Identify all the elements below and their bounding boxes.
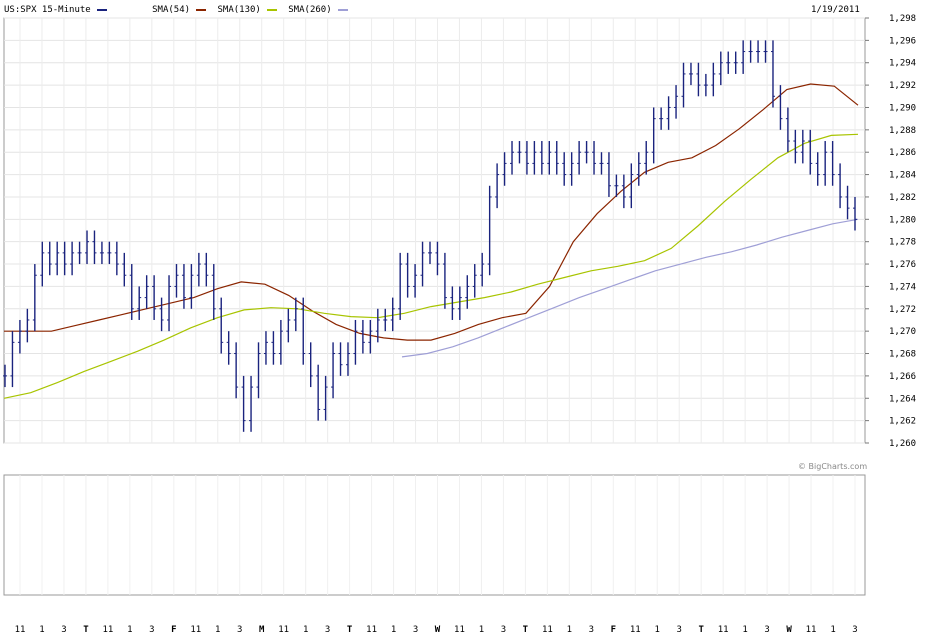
chart-header: US:SPX 15-Minute SMA(54) SMA(130) SMA(26… [4, 4, 348, 16]
x-tick-label: 3 [852, 625, 857, 635]
x-tick-label: 11 [718, 625, 729, 635]
y-tick-label: 1,290 [889, 103, 916, 113]
x-tick-label: 3 [501, 625, 506, 635]
y-tick-label: 1,298 [889, 14, 916, 24]
x-tick-label: 11 [278, 625, 289, 635]
y-tick-label: 1,276 [889, 260, 916, 270]
x-tick-label: T [698, 625, 704, 635]
lower-panel [3, 474, 866, 596]
x-tick-label: 1 [742, 625, 747, 635]
y-tick-label: 1,296 [889, 36, 916, 46]
x-tick-label: 11 [542, 625, 553, 635]
legend-sma54-swatch [196, 8, 207, 11]
x-tick-label: 1 [830, 625, 835, 635]
y-tick-label: 1,284 [889, 171, 916, 181]
x-tick-label: 1 [303, 625, 308, 635]
x-tick-label: 1 [215, 625, 220, 635]
x-tick-label: 11 [806, 625, 817, 635]
y-tick-label: 1,282 [889, 193, 916, 203]
x-tick-label: 1 [655, 625, 660, 635]
x-tick-label: F [171, 625, 176, 635]
y-tick-label: 1,264 [889, 394, 916, 404]
x-tick-label: 3 [61, 625, 66, 635]
x-tick-label: 11 [366, 625, 377, 635]
x-tick-label: T [523, 625, 529, 635]
x-tick-label: 1 [127, 625, 132, 635]
x-tick-label: 11 [630, 625, 641, 635]
legend-sma54-label: SMA(54) [152, 5, 191, 15]
price-legend-swatch [96, 8, 107, 11]
y-tick-label: 1,292 [889, 81, 916, 91]
x-tick-label: W [786, 625, 792, 635]
y-tick-label: 1,260 [889, 439, 916, 449]
y-tick-label: 1,286 [889, 148, 916, 158]
price-panel [3, 17, 866, 444]
sma-line [3, 133, 859, 399]
x-tick-label: 1 [479, 625, 484, 635]
x-tick-label: 3 [237, 625, 242, 635]
y-tick-label: 1,280 [889, 215, 916, 225]
watermark: © BigCharts.com [798, 462, 868, 471]
x-tick-label: 11 [454, 625, 465, 635]
chart-date: 1/19/2011 [811, 5, 860, 15]
x-tick-label: 3 [325, 625, 330, 635]
symbol-label: US:SPX 15-Minute [4, 5, 91, 15]
y-tick-label: 1,288 [889, 126, 916, 136]
x-tick-label: 11 [15, 625, 26, 635]
y-tick-label: 1,270 [889, 327, 916, 337]
x-tick-label: 1 [39, 625, 44, 635]
x-tick-label: W [435, 625, 441, 635]
x-tick-label: 11 [102, 625, 113, 635]
y-tick-label: 1,268 [889, 350, 916, 360]
legend-sma130-label: SMA(130) [217, 5, 261, 15]
x-tick-label: 1 [567, 625, 572, 635]
legend-sma260-swatch [337, 8, 348, 11]
sma-line [401, 218, 859, 358]
x-tick-label: 1 [391, 625, 396, 635]
legend-sma260-label: SMA(260) [288, 5, 332, 15]
y-tick-label: 1,294 [889, 59, 916, 69]
x-tick-label: T [83, 625, 89, 635]
legend-sma130-swatch [266, 8, 277, 11]
x-tick-label: 3 [764, 625, 769, 635]
x-tick-label: 3 [589, 625, 594, 635]
y-tick-label: 1,262 [889, 417, 916, 427]
x-tick-label: 11 [190, 625, 201, 635]
x-tick-label: F [611, 625, 616, 635]
x-tick-label: 3 [413, 625, 418, 635]
y-tick-label: 1,266 [889, 372, 916, 382]
y-tick-label: 1,272 [889, 305, 916, 315]
y-tick-label: 1,278 [889, 238, 916, 248]
sma-line [4, 83, 859, 341]
x-tick-label: 3 [676, 625, 681, 635]
y-tick-label: 1,274 [889, 282, 916, 292]
x-tick-label: M [259, 625, 265, 635]
x-tick-label: 3 [149, 625, 154, 635]
x-tick-label: T [347, 625, 353, 635]
